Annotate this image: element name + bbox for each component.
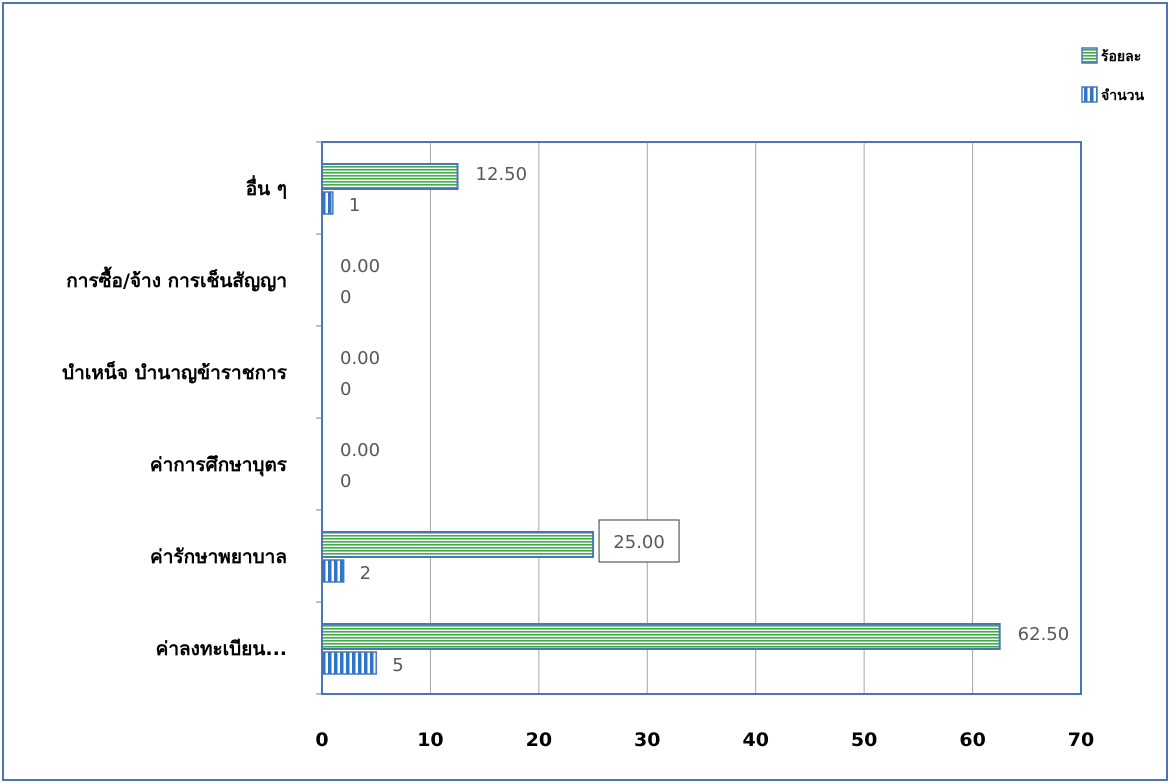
data-label-percent: 0.00: [340, 348, 380, 369]
data-label-count: 0: [340, 379, 351, 400]
category-label: ค่าการศึกษาบุตร: [150, 454, 288, 477]
x-tick-label: 40: [742, 729, 768, 751]
x-tick-label: 60: [959, 729, 985, 751]
data-label-percent: 62.50: [1018, 624, 1070, 645]
data-label-count: 0: [340, 471, 351, 492]
bar-percent: [321, 531, 595, 558]
category-label: อื่น ๆ: [246, 175, 287, 200]
data-label-count: 2: [360, 563, 371, 584]
plot-area-border: [321, 141, 1082, 695]
data-label-percent: 12.50: [476, 164, 528, 185]
data-label-count: 1: [349, 195, 360, 216]
bar-chart: 0 10 20 30 40 50 60 70ค่าลงทะเบียน...62.505ค่าร…: [62, 47, 1144, 751]
x-tick-label: 50: [851, 729, 877, 751]
bar-count: [321, 651, 377, 675]
data-label-box: [598, 519, 680, 563]
category-label: การซื้อ/จ้าง การเช็นสัญญา: [66, 266, 287, 292]
x-tick-label: 10: [417, 729, 443, 751]
data-label-count: 0: [340, 287, 351, 308]
legend-label-count: จำนวน: [1101, 88, 1144, 104]
bar-count: [321, 191, 334, 215]
x-tick-label: 30: [634, 729, 660, 751]
x-tick-label: 0: [315, 729, 328, 751]
bar-percent: [321, 623, 1001, 650]
category-label: ค่ารักษาพยาบาล: [150, 546, 287, 568]
legend-swatch-percent: [1081, 47, 1098, 64]
data-label-count: 5: [392, 655, 403, 676]
category-label: ค่าลงทะเบียน...: [156, 638, 287, 660]
data-label-percent: 0.00: [340, 256, 380, 277]
data-label-percent: 0.00: [340, 440, 380, 461]
x-tick-label: 20: [526, 729, 552, 751]
legend-label-percent: ร้อยละ: [1101, 49, 1141, 65]
x-tick-label: 70: [1068, 729, 1094, 751]
data-label-percent: 25.00: [613, 532, 665, 553]
bar-count: [321, 559, 345, 583]
legend-swatch-count: [1081, 86, 1098, 103]
category-label: บำเหน็จ บำนาญข้าราชการ: [62, 360, 288, 384]
bar-percent: [321, 163, 459, 190]
